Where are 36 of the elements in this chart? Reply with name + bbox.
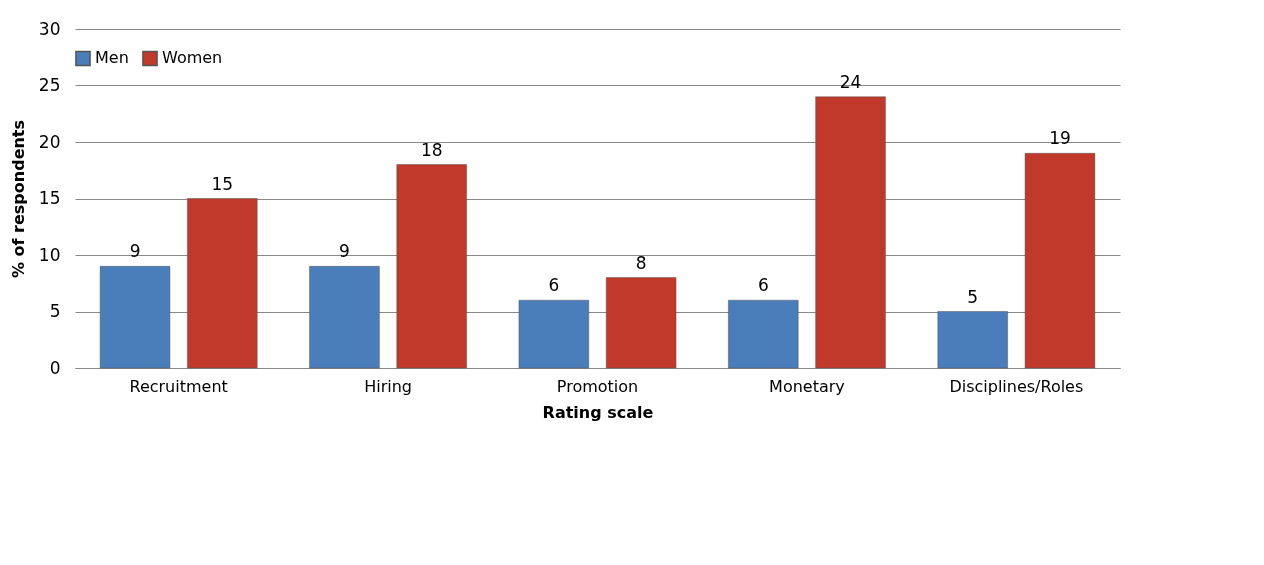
data-label: 19 [1049, 128, 1071, 149]
y-tick-label: 0 [49, 357, 61, 378]
x-tick-label: Monetary [769, 376, 845, 396]
bar [99, 266, 171, 369]
bar [1024, 153, 1096, 369]
data-label: 6 [548, 275, 560, 296]
data-label: 6 [757, 275, 769, 296]
x-axis-title: Rating scale [542, 402, 654, 422]
x-tick-label: Promotion [556, 376, 639, 396]
bar [605, 277, 677, 369]
y-tick-label: 10 [38, 244, 61, 265]
y-tick-label: 20 [38, 131, 61, 152]
data-label: 9 [339, 241, 350, 262]
y-axis-title: % of respondents [8, 119, 28, 279]
data-label: 18 [420, 139, 443, 160]
data-label: 15 [211, 173, 234, 194]
y-tick-label: 30 [38, 18, 61, 39]
bar [518, 299, 590, 369]
x-tick-label: Recruitment [129, 376, 228, 396]
bar [937, 311, 1008, 369]
legend-label: Men [95, 48, 129, 68]
y-tick-label: 15 [38, 188, 61, 208]
x-tick-label: Disciplines/Roles [949, 376, 1084, 396]
bar [187, 198, 258, 369]
bar [815, 96, 886, 369]
bar [309, 266, 380, 369]
legend-label: Women [162, 48, 223, 68]
y-tick-label: 25 [38, 75, 61, 95]
data-label: 24 [839, 71, 862, 92]
bar [728, 299, 799, 369]
x-tick-label: Hiring [364, 376, 412, 396]
data-label: 8 [635, 252, 647, 273]
bar [396, 164, 467, 369]
data-label: 9 [129, 241, 141, 262]
y-tick-label: 5 [49, 301, 61, 321]
data-label: 5 [967, 286, 979, 307]
